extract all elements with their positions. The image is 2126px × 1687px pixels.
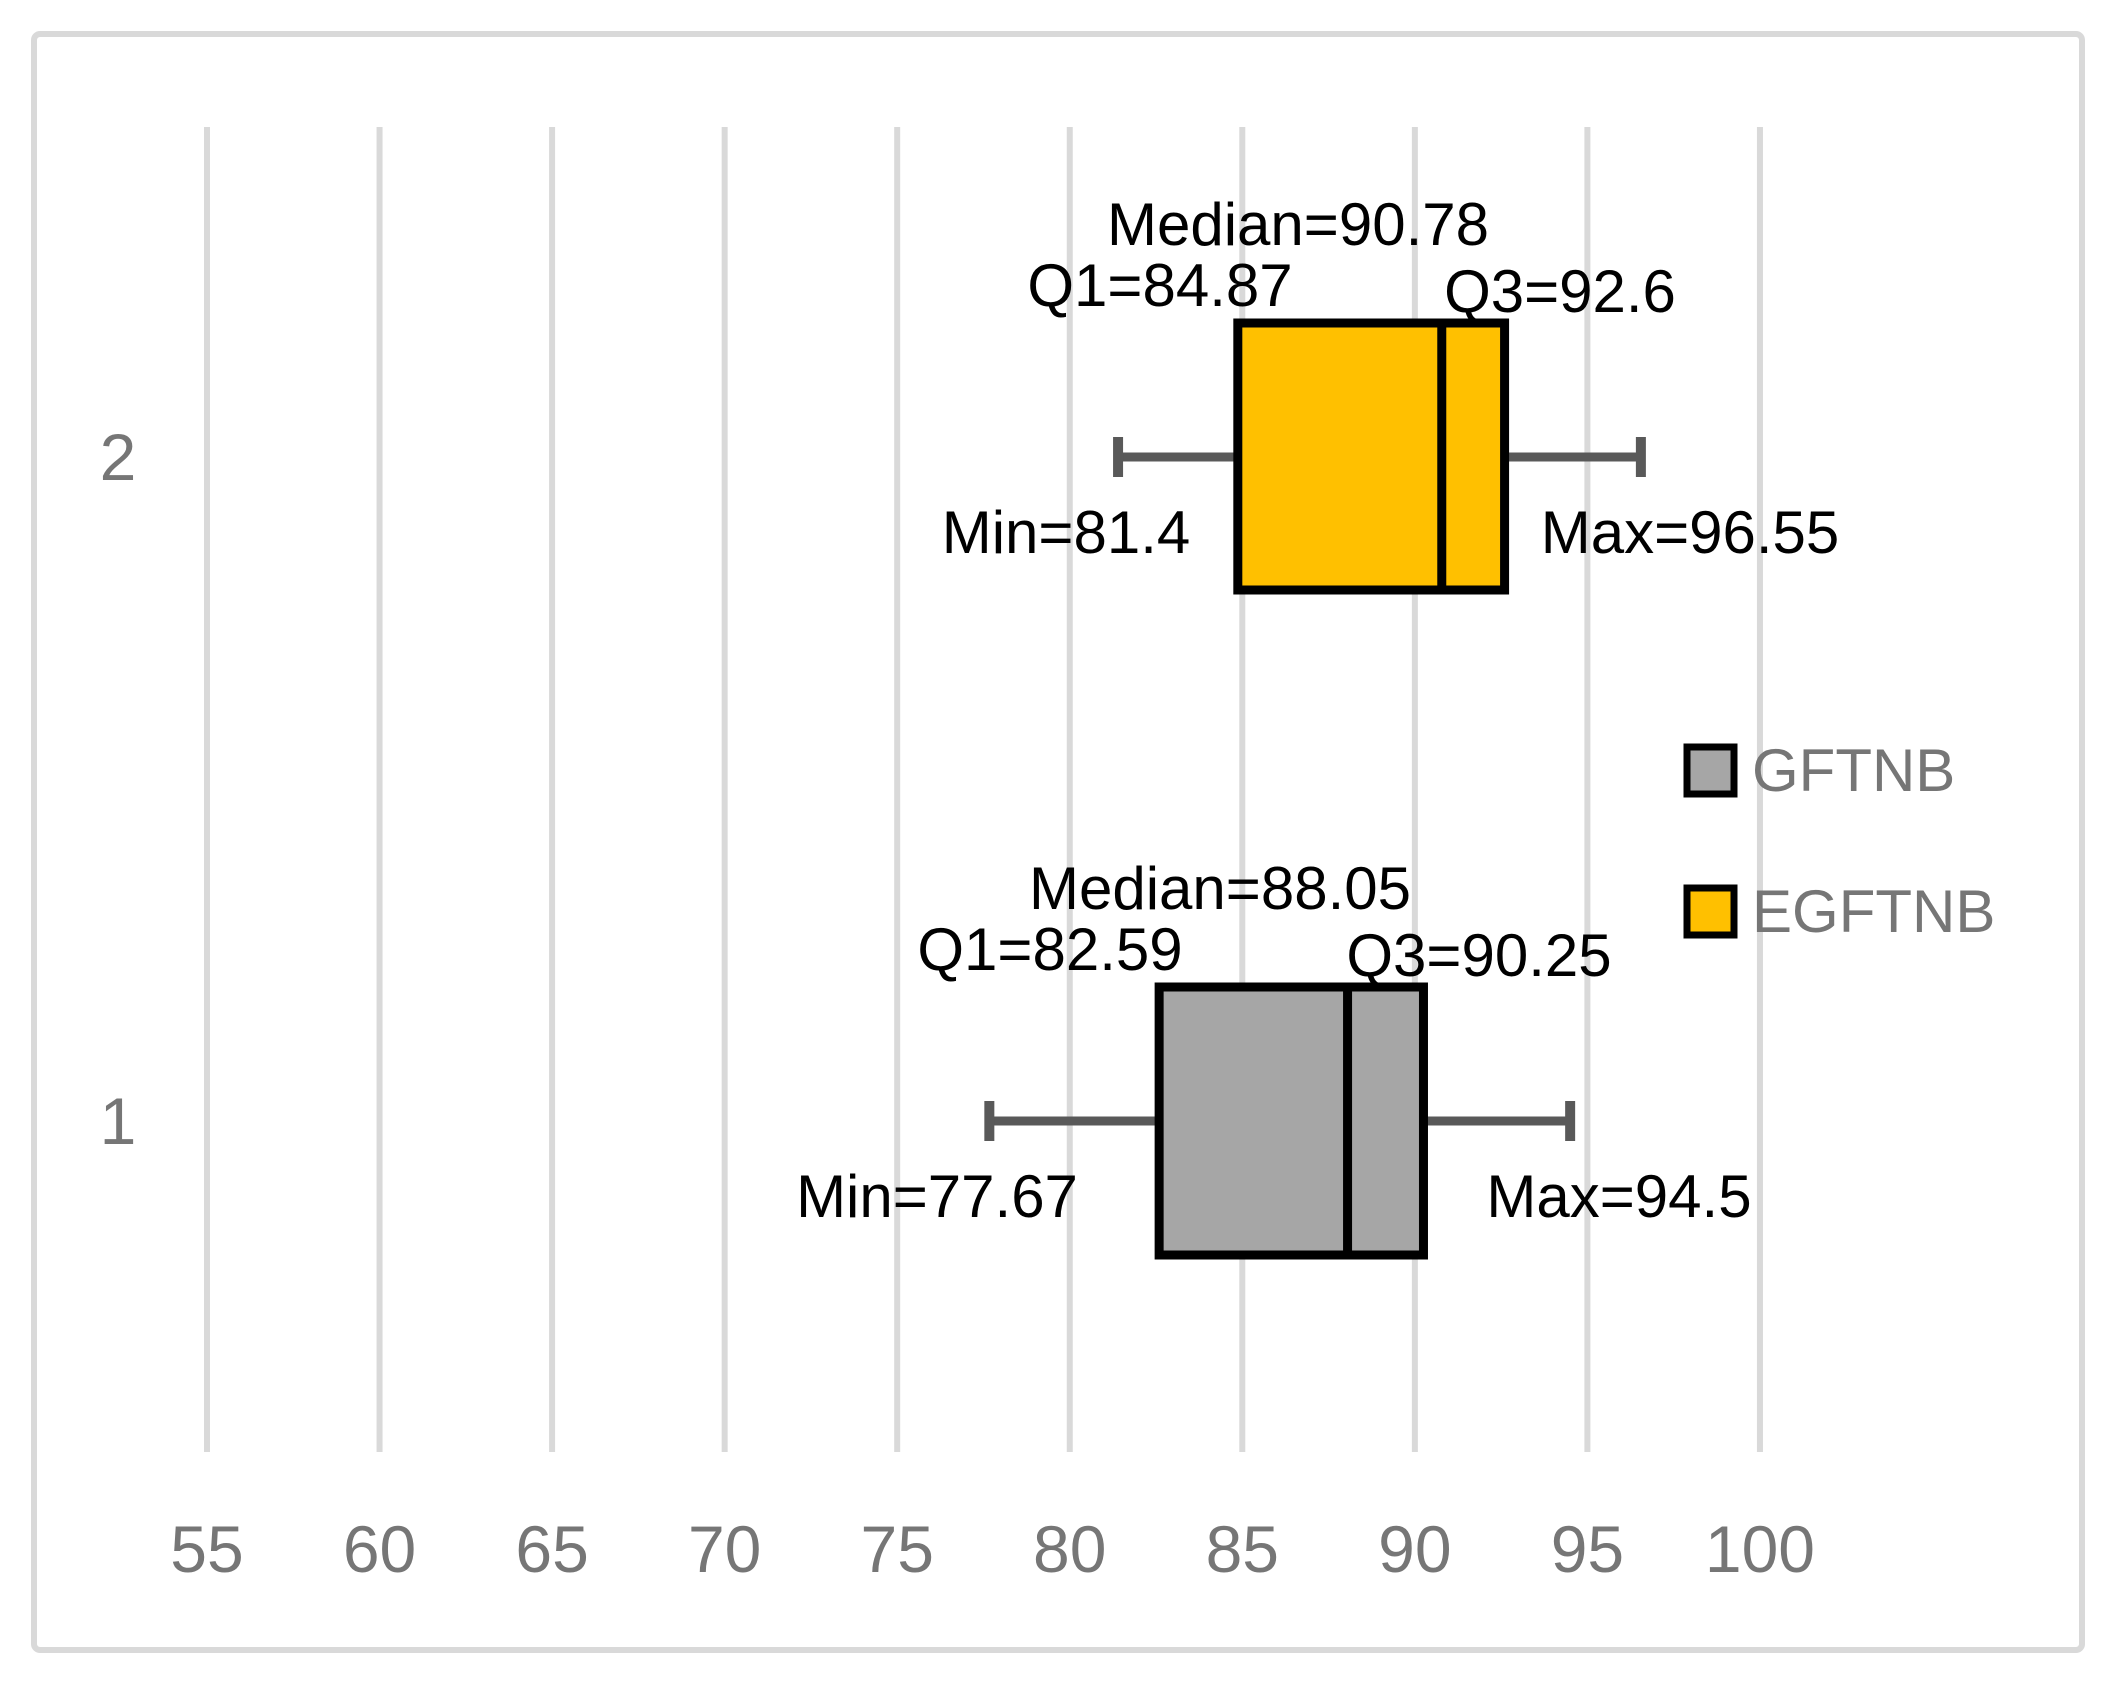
data-label-max-egftnb: Max=96.55: [1541, 499, 1840, 566]
data-label-max-gftnb: Max=94.5: [1486, 1163, 1751, 1230]
x-tick-label-55: 55: [170, 1512, 243, 1586]
legend-swatch-egftnb: [1683, 884, 1738, 939]
data-label-q3-egftnb: Q3=92.6: [1444, 258, 1676, 325]
x-tick-label-65: 65: [515, 1512, 588, 1586]
x-tick-label-70: 70: [688, 1512, 761, 1586]
category-label-1: 1: [100, 1084, 137, 1158]
data-label-q1-egftnb: Q1=84.87: [1027, 252, 1292, 319]
data-label-median-gftnb: Median=88.05: [1029, 855, 1411, 922]
chart-border: [31, 31, 2085, 1653]
x-tick-label-80: 80: [1033, 1512, 1106, 1586]
category-label-2: 2: [100, 420, 137, 494]
x-tick-label-75: 75: [860, 1512, 933, 1586]
data-label-q1-gftnb: Q1=82.59: [917, 916, 1182, 983]
box-gftnb: [1154, 982, 1428, 1260]
legend-swatch-gftnb: [1683, 743, 1738, 798]
x-tick-label-95: 95: [1551, 1512, 1624, 1586]
box-egftnb: [1233, 318, 1510, 595]
legend-label-egftnb: EGFTNB: [1752, 878, 1995, 945]
x-tick-label-85: 85: [1206, 1512, 1279, 1586]
data-label-min-gftnb: Min=77.67: [796, 1163, 1078, 1230]
data-label-q3-gftnb: Q3=90.25: [1346, 922, 1611, 989]
legend-label-gftnb: GFTNB: [1752, 737, 1955, 804]
data-label-median-egftnb: Median=90.78: [1107, 191, 1489, 258]
x-tick-label-100: 100: [1705, 1512, 1815, 1586]
data-label-min-egftnb: Min=81.4: [942, 499, 1191, 566]
x-tick-label-90: 90: [1378, 1512, 1451, 1586]
x-tick-label-60: 60: [343, 1512, 416, 1586]
